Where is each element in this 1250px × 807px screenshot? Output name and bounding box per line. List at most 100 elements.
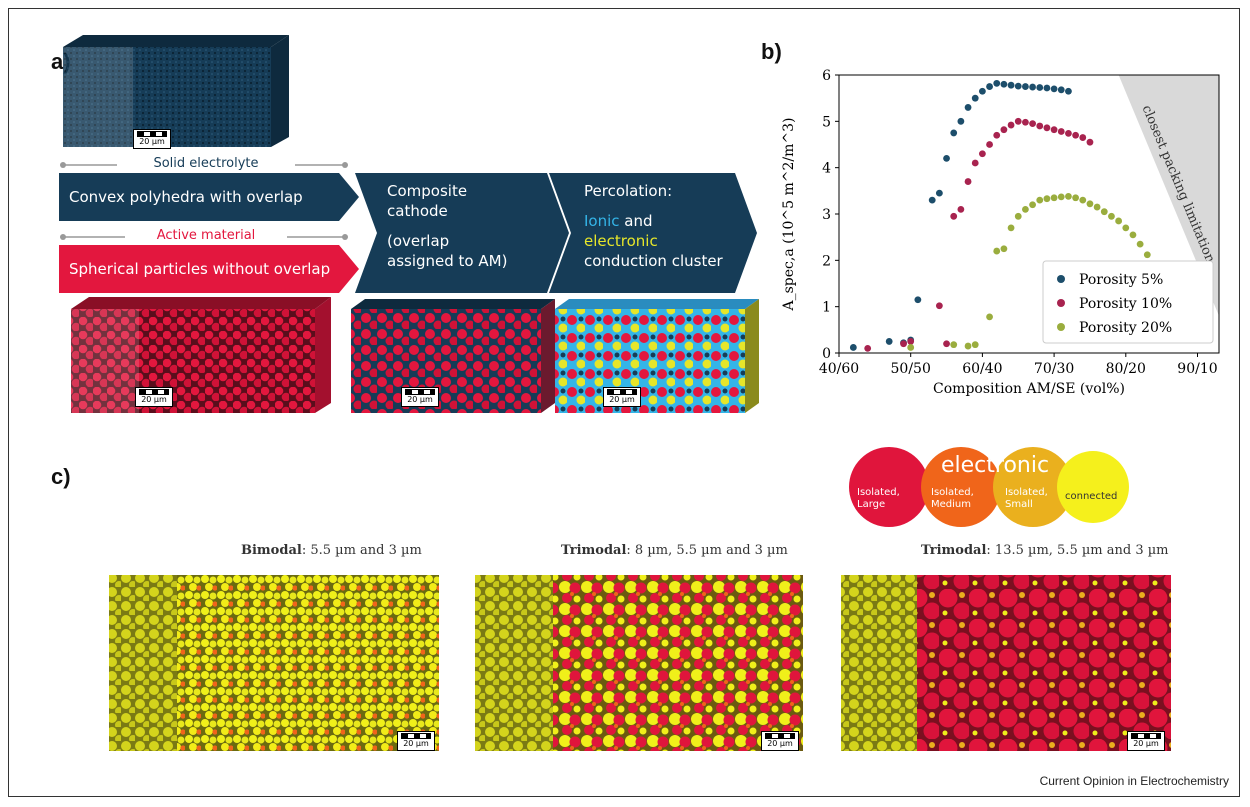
- data-point-s3: [1093, 203, 1101, 211]
- data-point-s1: [950, 129, 958, 137]
- data-point-s2: [993, 131, 1001, 139]
- data-point-s1: [964, 104, 972, 111]
- y-axis-label: A_spec,a (10^5 m^2/m^3): [781, 118, 797, 312]
- scale-bar-trimodal-8: 20 µm: [761, 731, 799, 751]
- data-point-s2: [1079, 134, 1087, 141]
- data-point-s2: [1000, 126, 1008, 134]
- data-point-s3: [907, 344, 915, 351]
- composite-arrow: Composite cathode (overlap assigned to A…: [387, 181, 547, 291]
- percolation-line-1: Percolation:: [584, 182, 673, 200]
- data-point-s3: [1022, 205, 1029, 213]
- legend-circle-medium: [921, 447, 1001, 527]
- data-point-s3: [1014, 212, 1022, 220]
- data-point-s3: [1007, 224, 1015, 232]
- data-point-s2: [971, 159, 979, 167]
- percolation-line-3: conduction cluster: [584, 252, 723, 270]
- data-point-s3: [1100, 208, 1108, 216]
- data-point-s2: [1043, 124, 1051, 132]
- solid-electrolyte-label: Solid electrolyte: [117, 156, 295, 171]
- legend-electronic-title: electronic: [941, 453, 1050, 478]
- data-point-s2: [1014, 117, 1022, 125]
- data-point-s2: [907, 338, 915, 345]
- data-point-s2: [1065, 129, 1072, 137]
- composite-line-1: Composite: [387, 182, 468, 200]
- chart-legend: [1042, 260, 1214, 344]
- data-point-s3: [993, 247, 1001, 255]
- y-tick-label: 2: [822, 253, 831, 269]
- data-point-s2: [1057, 128, 1065, 135]
- data-point-s3: [1129, 231, 1137, 239]
- legend-label-large: Isolated, Large: [857, 487, 900, 510]
- composite-line-2: cathode: [387, 202, 448, 220]
- figure-frame: a) b) c): [8, 8, 1240, 797]
- data-point-s1: [935, 189, 943, 197]
- am-arrow-shape: [59, 245, 359, 293]
- composite-cathode-cube: [351, 299, 555, 413]
- x-tick-label: 80/20: [1106, 361, 1146, 377]
- percolation-arrow: Percolation: Ionic and electronic conduc…: [584, 181, 744, 291]
- cube-title-trimodal-13: Trimodal: 13.5 µm, 5.5 µm and 3 µm: [921, 543, 1169, 558]
- data-point-s1: [943, 155, 950, 162]
- composite-line-3: (overlap: [387, 232, 450, 250]
- data-point-s1: [914, 296, 922, 304]
- am-arrow: Spherical particles without overlap: [59, 245, 359, 293]
- data-point-s3: [1143, 251, 1151, 259]
- cube-trimodal-13: [841, 575, 1171, 751]
- solid-electrolyte-cube: [63, 35, 289, 147]
- data-point-s2: [964, 178, 972, 185]
- data-point-s1: [1036, 84, 1044, 91]
- data-point-s3: [1108, 212, 1115, 220]
- scale-bar-percolation: 20 µm: [603, 387, 641, 407]
- active-material-label: Active material: [125, 228, 287, 243]
- x-tick-label: 90/10: [1177, 361, 1217, 377]
- legend-marker-s3: [1057, 323, 1065, 331]
- percolation-line-2: Ionic and: [584, 211, 653, 231]
- cube-bimodal: [109, 575, 439, 751]
- legend-label-connected: connected: [1065, 491, 1118, 502]
- data-point-s1: [978, 87, 986, 95]
- data-point-s2: [1022, 118, 1029, 126]
- se-arrow-shape: [59, 173, 359, 221]
- data-point-s2: [1007, 121, 1015, 129]
- composite-arrow-shape: [355, 173, 569, 293]
- se-arrow-text: Convex polyhedra with overlap: [69, 188, 303, 206]
- data-point-s3: [971, 341, 979, 349]
- data-point-s3: [1122, 224, 1130, 232]
- x-tick-label: 70/30: [1034, 361, 1074, 377]
- data-point-s2: [864, 344, 872, 352]
- data-point-s3: [986, 313, 993, 321]
- data-point-s3: [1000, 245, 1008, 253]
- data-point-s1: [849, 344, 857, 351]
- am-arrow-text: Spherical particles without overlap: [69, 260, 331, 278]
- data-point-s1: [1007, 81, 1015, 89]
- data-point-s2: [943, 340, 950, 348]
- active-material-cube: [71, 297, 331, 413]
- panel-label-c: c): [51, 464, 71, 489]
- data-point-s1: [971, 94, 979, 102]
- data-point-s1: [885, 338, 893, 345]
- data-point-s1: [928, 196, 936, 204]
- data-point-s3: [1079, 196, 1087, 204]
- legend-entry-s3: Porosity 20%: [1079, 320, 1172, 336]
- data-point-s1: [1057, 86, 1065, 94]
- data-point-s1: [1043, 84, 1051, 92]
- data-point-s2: [1072, 131, 1080, 139]
- data-point-s2: [1029, 120, 1036, 128]
- cube-trimodal-8: [475, 575, 803, 751]
- panel-a-graphics: [59, 35, 759, 413]
- data-point-s2: [986, 141, 993, 148]
- x-axis-label: Composition AM/SE (vol%): [933, 381, 1125, 397]
- y-tick-label: 4: [822, 161, 831, 177]
- composite-line-4: assigned to AM): [387, 252, 508, 270]
- data-point-s3: [1136, 240, 1144, 248]
- data-point-s2: [1050, 126, 1058, 134]
- legend-marker-s1: [1057, 275, 1065, 283]
- data-point-s3: [1043, 195, 1051, 203]
- data-point-s3: [1115, 217, 1123, 225]
- percolation-arrow-shape: [549, 173, 757, 293]
- data-point-s3: [964, 342, 972, 350]
- data-point-s1: [993, 79, 1001, 87]
- electronic-legend: electronic Isolated, Large Isolated, Med…: [849, 441, 1139, 533]
- ionic-word: Ionic: [584, 212, 620, 230]
- y-tick-label: 1: [822, 300, 831, 316]
